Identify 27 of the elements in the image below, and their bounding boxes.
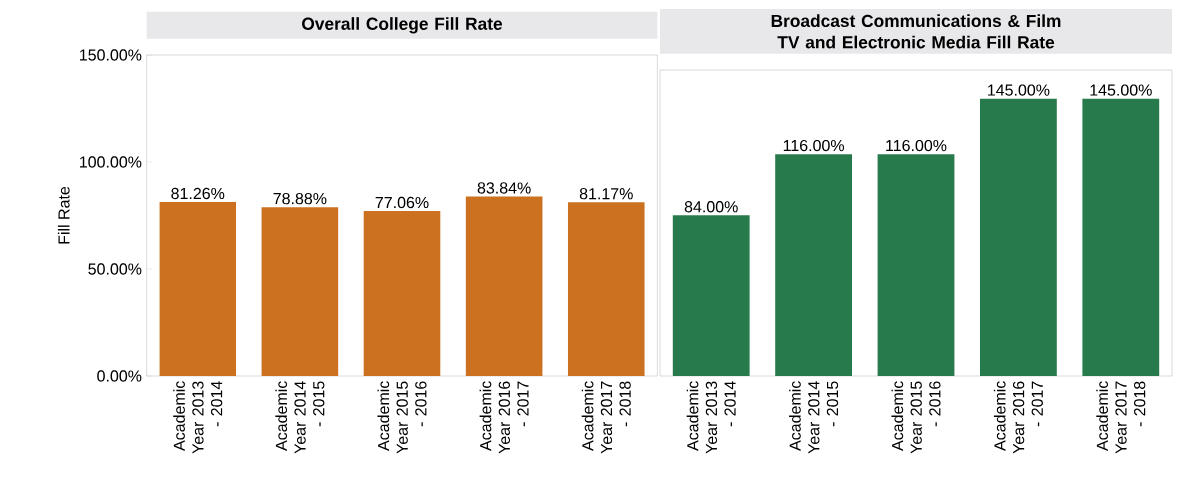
data-label: 116.00% [783, 139, 845, 152]
data-label: 84.00% [684, 201, 738, 213]
data-label: 81.26% [171, 187, 225, 200]
x-tick-label: Academic Year 2015 - 2016 [891, 381, 941, 454]
x-tick-label: Academic Year 2015 - 2016 [377, 381, 427, 454]
data-label: 78.88% [273, 192, 327, 205]
x-tick-label: Academic Year 2013 - 2014 [173, 381, 223, 454]
y-tick-label: 150.00% [80, 49, 142, 61]
y-tick-label: 50.00% [88, 263, 142, 275]
x-tick-label: Academic Year 2017 - 2018 [1096, 381, 1146, 454]
y-tick-label: 0.00% [97, 370, 142, 382]
data-label: 81.17% [579, 188, 633, 200]
data-label: 77.06% [375, 196, 429, 209]
x-tick-label: Academic Year 2013 - 2014 [686, 381, 736, 454]
y-tick-label: 100.00% [80, 156, 142, 168]
data-label: 116.00% [886, 139, 947, 152]
x-tick-label: Academic Year 2017 - 2018 [581, 381, 631, 454]
y-axis-title: Fill Rate [57, 186, 70, 244]
x-tick-label: Academic Year 2016 - 2017 [479, 381, 529, 454]
chart-title: Broadcast Communications & Film TV and Electronic Media Fill Rate [771, 14, 1061, 49]
x-tick-label: Academic Year 2016 - 2017 [993, 381, 1043, 454]
x-tick-label: Academic Year 2014 - 2015 [789, 381, 839, 454]
x-tick-label: Academic Year 2014 - 2015 [275, 381, 325, 454]
data-label: 145.00% [1090, 84, 1152, 96]
data-label: 83.84% [477, 182, 531, 194]
chart-title: Overall College Fill Rate [302, 17, 503, 34]
data-label: 145.00% [988, 84, 1050, 96]
